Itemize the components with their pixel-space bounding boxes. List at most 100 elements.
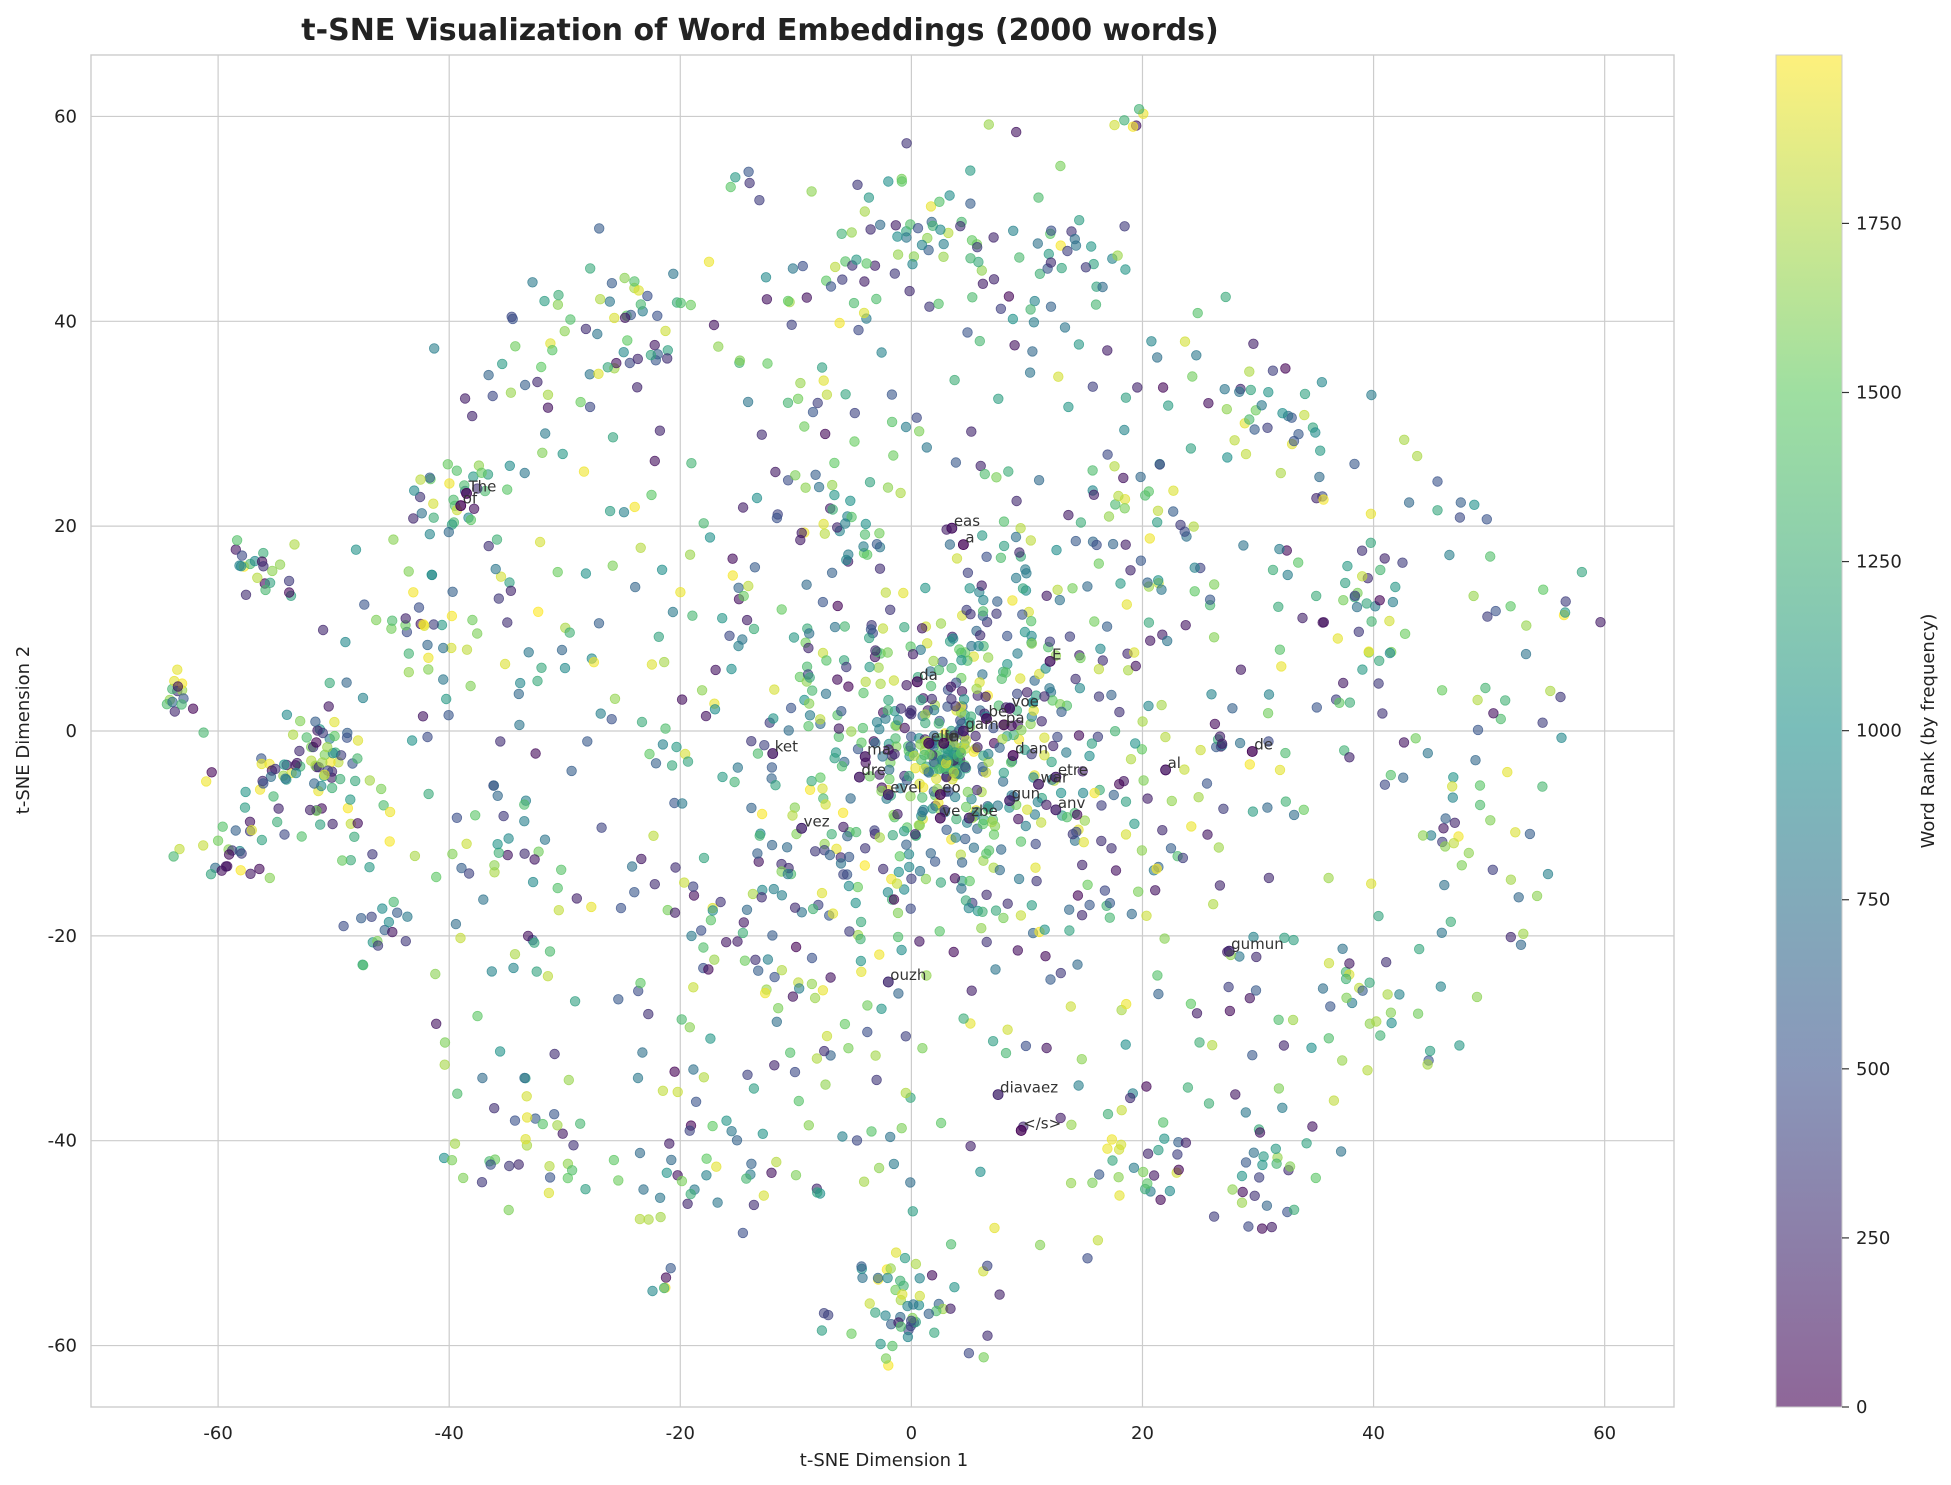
data-point (998, 516, 1010, 527)
data-point (1071, 826, 1082, 838)
data-point (686, 930, 697, 942)
data-point (732, 762, 744, 773)
data-point (358, 960, 369, 971)
data-point (900, 1087, 912, 1099)
data-point (1235, 664, 1247, 675)
data-point (782, 475, 794, 486)
data-point (1502, 766, 1513, 778)
data-point (893, 988, 904, 999)
data-point (877, 623, 889, 634)
data-point (1154, 459, 1166, 470)
word-label: evel (890, 779, 922, 797)
data-point (350, 775, 361, 787)
data-point (972, 241, 983, 253)
data-point (1054, 594, 1066, 606)
data-point (880, 1310, 891, 1321)
data-point (968, 842, 980, 853)
data-point (829, 753, 840, 764)
data-point (1138, 775, 1149, 786)
data-point (948, 767, 960, 778)
word-label: zbe (971, 802, 998, 820)
data-point (458, 1172, 469, 1184)
data-point (530, 748, 541, 759)
data-point (933, 664, 945, 676)
data-point (725, 181, 736, 193)
data-point (1065, 1001, 1077, 1012)
data-point (319, 769, 330, 780)
data-point (1077, 787, 1089, 799)
data-point (1128, 1162, 1140, 1174)
data-point (1318, 494, 1329, 505)
data-point (685, 299, 697, 311)
data-point (807, 685, 818, 696)
data-point (981, 848, 992, 859)
data-point (477, 1072, 488, 1084)
data-point (880, 713, 891, 724)
data-point (776, 890, 788, 901)
data-point (686, 458, 697, 469)
data-point (857, 722, 869, 734)
data-point (289, 539, 300, 550)
data-point (1164, 1185, 1176, 1197)
data-point (1374, 595, 1385, 606)
data-point (1338, 745, 1350, 756)
data-point (1151, 352, 1163, 363)
data-point (1310, 427, 1321, 438)
data-point (754, 830, 765, 841)
data-point (707, 905, 719, 916)
data-point (1091, 539, 1102, 551)
data-point (563, 1074, 575, 1086)
data-point (315, 819, 326, 830)
data-point (487, 390, 498, 402)
data-point (1032, 238, 1044, 249)
data-point (864, 661, 875, 673)
data-point (520, 1133, 531, 1145)
data-point (976, 580, 987, 591)
data-point (827, 908, 839, 919)
data-point (771, 512, 783, 524)
data-point (1288, 934, 1299, 946)
data-point (1323, 872, 1334, 884)
data-point (281, 709, 293, 721)
data-point (687, 610, 698, 621)
data-point (785, 702, 797, 714)
data-point (220, 861, 232, 872)
data-point (726, 663, 737, 675)
data-point (1082, 1253, 1093, 1264)
data-point (1137, 1166, 1149, 1178)
data-point (1487, 864, 1499, 876)
labeled-data-point (461, 487, 472, 499)
data-point (914, 1273, 925, 1284)
data-point (569, 996, 581, 1007)
data-point (1148, 1170, 1160, 1181)
data-point (1440, 813, 1451, 824)
data-point (817, 596, 829, 608)
data-point (790, 1169, 802, 1181)
data-point (626, 861, 638, 872)
data-point (684, 1125, 695, 1136)
data-point (871, 1074, 882, 1086)
data-point (1214, 880, 1226, 891)
data-point (1161, 635, 1173, 647)
data-point (925, 848, 937, 859)
data-point (860, 676, 871, 688)
data-point (688, 982, 699, 993)
labeled-data-point (859, 751, 871, 763)
data-point (1061, 812, 1073, 823)
data-point (717, 771, 728, 783)
labeled-data-point (853, 771, 865, 783)
data-point (1021, 804, 1033, 815)
data-point (945, 1303, 956, 1314)
data-point (1078, 837, 1090, 848)
data-point (975, 460, 986, 472)
data-point (1180, 620, 1191, 631)
data-point (1124, 1092, 1136, 1104)
labeled-data-point (455, 500, 467, 512)
data-point (840, 518, 851, 529)
data-point (1125, 754, 1137, 765)
data-point (1390, 581, 1401, 593)
data-point (830, 261, 841, 273)
data-point (1039, 732, 1050, 743)
data-point (1129, 738, 1141, 749)
data-point (782, 397, 794, 409)
